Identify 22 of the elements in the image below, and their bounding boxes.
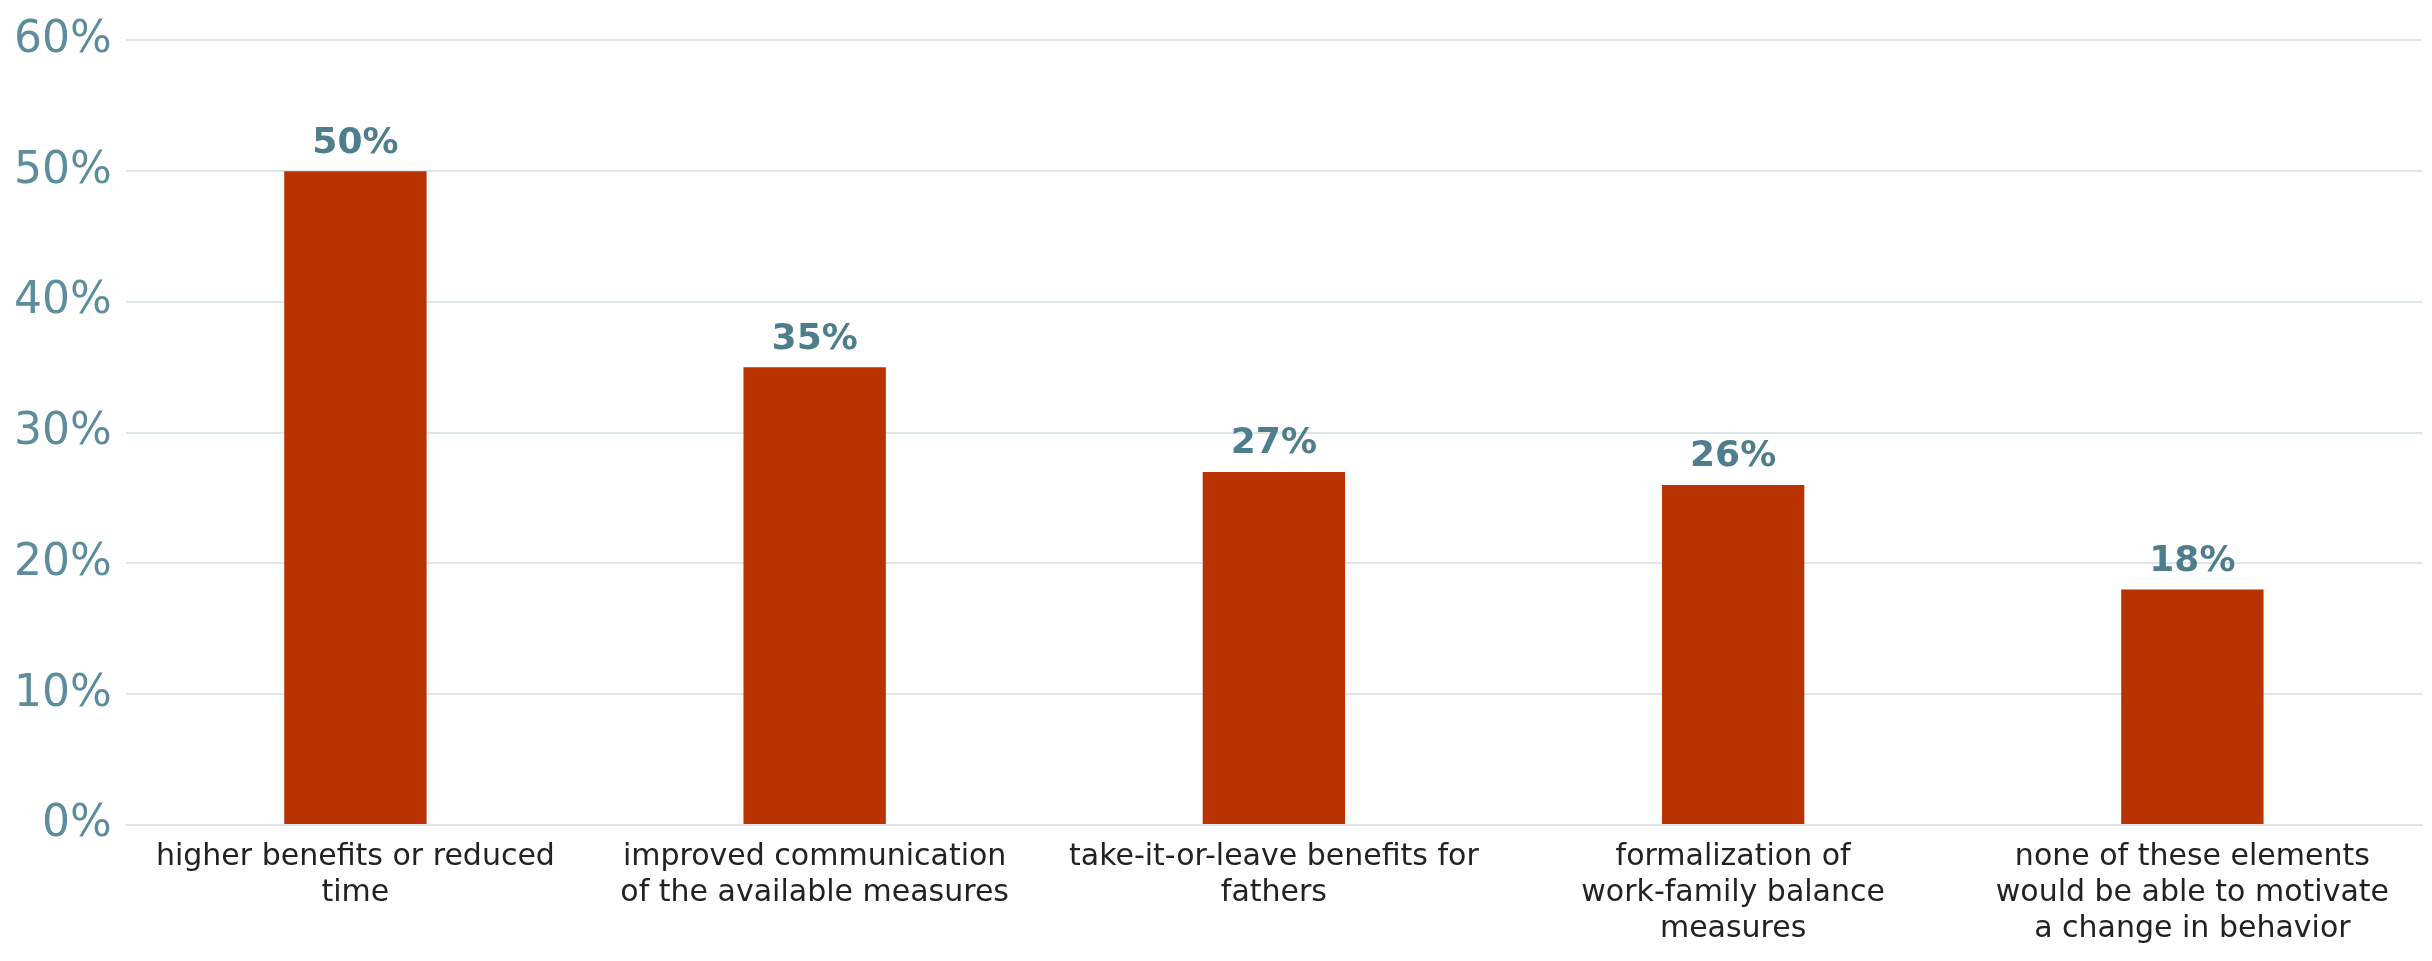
data-label: 50%	[312, 119, 399, 161]
x-tick-label: higher benefits or reduced time	[155, 836, 555, 908]
bar	[1202, 471, 1346, 824]
x-tick-label: improved communication of the available measures	[620, 836, 1009, 908]
data-label: 35%	[771, 315, 858, 357]
bar	[284, 171, 427, 824]
y-tick-label: 10%	[14, 664, 112, 716]
bar	[2121, 589, 2264, 824]
data-label: 26%	[1690, 433, 1777, 475]
y-tick-label: 60%	[14, 10, 112, 62]
y-tick-label: 20%	[14, 533, 112, 585]
y-tick-label: 30%	[14, 403, 112, 455]
y-tick-label: 0%	[41, 795, 112, 847]
bar	[1661, 485, 1805, 824]
x-tick-label: formalization of work-family balance measures	[1581, 836, 1885, 944]
y-tick-label: 50%	[14, 141, 112, 193]
data-label: 27%	[1230, 420, 1317, 462]
data-label: 18%	[2149, 537, 2236, 579]
y-tick-label: 40%	[14, 272, 112, 324]
x-tick-label: none of these elements would be able to motivate a change in behavior	[1995, 836, 2390, 944]
bar	[743, 367, 886, 824]
x-tick-label: take-it-or-leave benefits for fathers	[1069, 836, 1480, 908]
